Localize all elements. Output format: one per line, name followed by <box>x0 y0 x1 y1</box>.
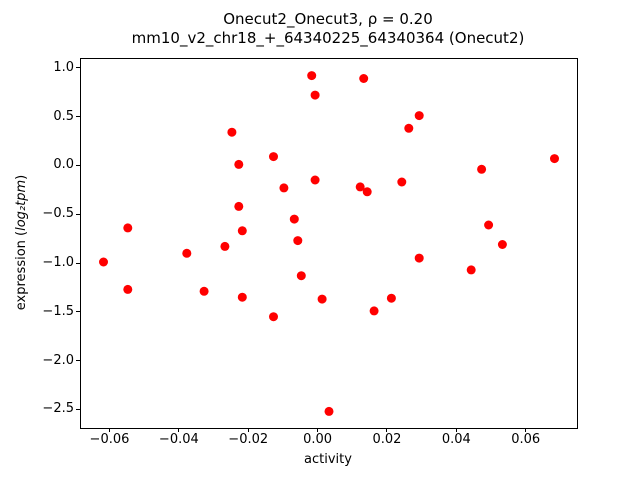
data-point <box>220 241 230 251</box>
x-tick-label: −0.04 <box>158 432 199 447</box>
x-tick-label: 0.06 <box>511 432 541 447</box>
x-tick-mark <box>178 428 180 432</box>
data-point <box>397 177 407 187</box>
data-point <box>324 406 334 416</box>
data-point <box>234 201 244 211</box>
data-point <box>269 312 278 322</box>
data-point <box>477 164 487 174</box>
data-point <box>237 226 247 236</box>
data-point <box>227 127 237 137</box>
x-tick-mark <box>108 428 110 432</box>
data-point <box>414 111 424 121</box>
data-point <box>234 159 244 169</box>
y-tick-label: 0.5 <box>53 108 74 124</box>
y-tick-mark <box>76 262 80 264</box>
plot-area <box>80 58 578 429</box>
x-tick-label: 0.02 <box>372 432 402 447</box>
y-tick-label: 0.0 <box>53 157 74 173</box>
x-tick-label: −0.06 <box>89 432 130 447</box>
data-point <box>386 293 396 303</box>
y-tick-mark <box>76 213 80 215</box>
x-tick-label: 0.04 <box>441 432 471 447</box>
data-point <box>355 182 365 192</box>
y-tick-mark <box>76 67 80 69</box>
x-tick-label: 0.00 <box>303 432 333 447</box>
y-tick-label: −2.0 <box>42 352 74 368</box>
data-point <box>310 175 320 185</box>
y-axis-label: expression (log₂tpm) <box>15 175 30 310</box>
scatter-points-svg <box>99 71 559 416</box>
x-tick-mark <box>317 428 319 432</box>
x-tick-mark <box>247 428 249 432</box>
x-tick-mark <box>525 428 527 432</box>
x-tick-mark <box>386 428 388 432</box>
data-point <box>99 257 108 267</box>
data-point <box>289 214 299 224</box>
data-point <box>484 220 494 230</box>
data-point <box>404 123 414 133</box>
x-tick-mark <box>455 428 457 432</box>
x-axis-label: activity <box>304 452 352 467</box>
data-point <box>123 284 133 294</box>
y-tick-mark <box>76 360 80 362</box>
chart-title-line1: Onecut2_Onecut3, ρ = 0.20 <box>223 10 433 28</box>
data-point <box>497 240 507 249</box>
data-point <box>237 292 247 302</box>
data-point <box>466 265 476 275</box>
data-point <box>414 253 424 263</box>
data-point <box>369 306 379 316</box>
data-point <box>123 223 133 233</box>
data-point <box>182 248 192 258</box>
y-tick-label: 1.0 <box>53 59 74 75</box>
y-axis-label-suffix: ) <box>14 174 30 180</box>
y-tick-label: −0.5 <box>42 206 74 222</box>
y-tick-mark <box>76 408 80 410</box>
y-tick-mark <box>76 116 80 118</box>
data-point <box>307 71 317 81</box>
data-point <box>550 154 559 164</box>
x-tick-label: −0.02 <box>228 432 269 447</box>
data-point <box>293 236 303 246</box>
data-point <box>296 271 306 281</box>
y-tick-mark <box>76 164 80 166</box>
y-tick-label: −2.5 <box>42 401 74 417</box>
data-point <box>317 294 327 304</box>
data-point <box>279 183 289 193</box>
data-point <box>310 90 320 100</box>
chart-title: Onecut2_Onecut3, ρ = 0.20 mm10_v2_chr18_… <box>80 10 576 48</box>
data-point <box>359 74 369 83</box>
data-point <box>362 187 372 197</box>
y-tick-label: −1.0 <box>42 255 74 270</box>
data-point <box>269 152 278 162</box>
y-tick-label: −1.5 <box>42 303 74 319</box>
y-tick-mark <box>76 311 80 313</box>
data-point <box>199 286 209 296</box>
chart-title-line2: mm10_v2_chr18_+_64340225_64340364 (Onecu… <box>131 29 525 47</box>
